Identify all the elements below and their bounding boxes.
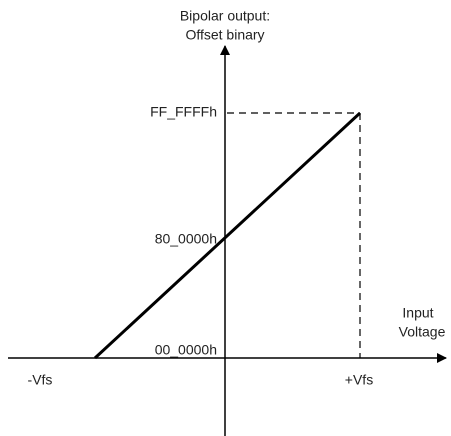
y-label: 80_0000h [155,231,217,247]
x-axis-title: Input [402,305,433,321]
transfer-line [93,111,362,360]
axis-title: Bipolar output: [180,8,270,24]
x-label: -Vfs [28,372,53,388]
y-label: 00_0000h [155,342,217,358]
x-label: +Vfs [345,372,373,388]
y-label: FF_FFFFh [150,104,217,120]
x-axis-title: Voltage [399,324,446,340]
axis-title: Offset binary [185,27,264,43]
